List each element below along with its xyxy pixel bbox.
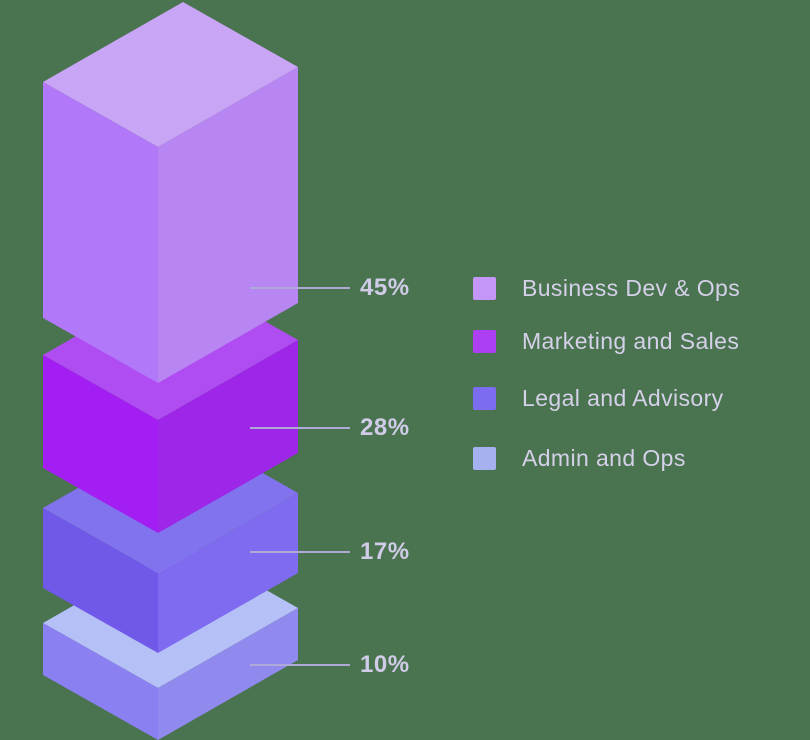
block-0-top-face	[43, 2, 298, 147]
legend-item-marketing-sales: Marketing and Sales	[473, 328, 739, 355]
percent-label: 10%	[360, 651, 410, 678]
legend-swatch-legal-advisory	[473, 387, 496, 410]
percent-label: 17%	[360, 538, 410, 565]
leader-line	[250, 287, 350, 289]
legend-swatch-admin-ops	[473, 447, 496, 470]
leader-line	[250, 427, 350, 429]
legend-item-business-dev: Business Dev & Ops	[473, 275, 740, 302]
percent-label: 45%	[360, 274, 410, 301]
block-2-left-face	[43, 508, 158, 653]
legend-label: Admin and Ops	[522, 445, 686, 471]
block-0-right-face	[158, 67, 298, 383]
legend-swatch-marketing-sales	[473, 330, 496, 353]
block-2-right-face	[158, 493, 298, 653]
block-3-right-face	[158, 608, 298, 740]
block-1-left-face	[43, 355, 158, 533]
legend-item-legal-advisory: Legal and Advisory	[473, 385, 724, 412]
legend-label: Business Dev & Ops	[522, 275, 741, 301]
block-3-left-face	[43, 623, 158, 740]
legend-item-admin-ops: Admin and Ops	[473, 445, 686, 472]
isometric-stack	[43, 2, 298, 740]
leader-line	[250, 551, 350, 553]
block-1-right-face	[158, 340, 298, 533]
legend-swatch-business-dev	[473, 277, 496, 300]
block-0-left-face	[43, 82, 158, 383]
legend-label: Legal and Advisory	[522, 385, 724, 411]
legend-label: Marketing and Sales	[522, 328, 740, 354]
leader-line	[250, 664, 350, 666]
percent-label: 28%	[360, 414, 410, 441]
